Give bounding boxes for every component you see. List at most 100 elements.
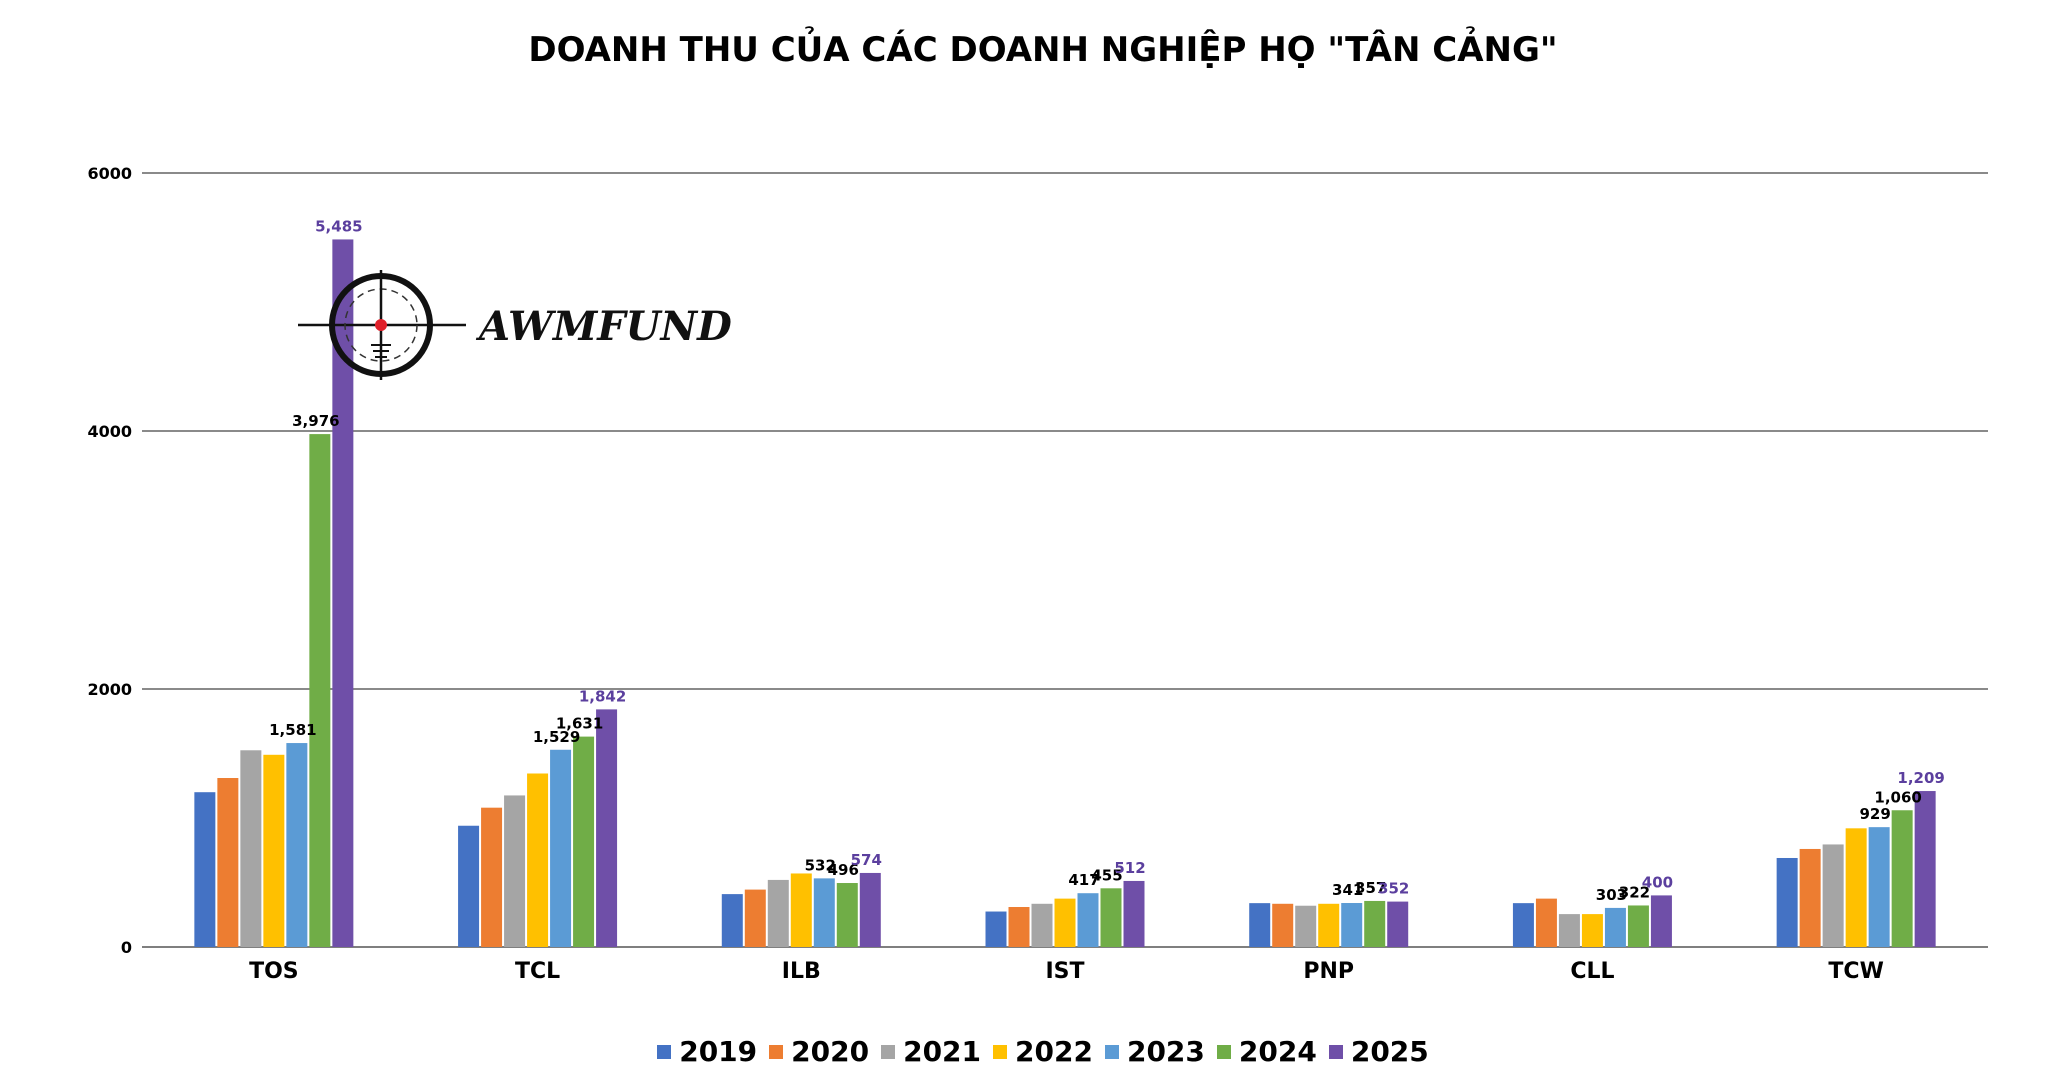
- bar-tos-2025: [332, 239, 354, 947]
- bar-tcw-2023: [1868, 827, 1890, 947]
- bar-cll-2023: [1604, 907, 1626, 947]
- data-label: 455: [1091, 866, 1122, 884]
- x-tick-label: TCW: [1828, 959, 1883, 984]
- data-label: 1,842: [579, 687, 626, 705]
- legend-label: 2021: [903, 1035, 982, 1068]
- bar-ist-2025: [1123, 880, 1145, 947]
- legend-item-2023: 2023: [1104, 1035, 1205, 1068]
- bar-cll-2022: [1581, 914, 1603, 947]
- bar-ilb-2021: [767, 879, 789, 947]
- bar-ilb-2023: [813, 878, 835, 947]
- data-label: 322: [1619, 883, 1650, 901]
- bar-tcw-2020: [1799, 848, 1821, 947]
- data-label: 417: [1068, 871, 1099, 889]
- bar-tcw-2021: [1822, 844, 1844, 947]
- legend-item-2025: 2025: [1328, 1035, 1429, 1068]
- watermark-text: AWMFUND: [475, 303, 732, 350]
- data-label: 352: [1378, 880, 1409, 898]
- data-label: 1,060: [1874, 788, 1921, 806]
- legend-label: 2020: [791, 1035, 870, 1068]
- data-label: 1,209: [1897, 769, 1944, 787]
- data-label: 532: [805, 856, 836, 874]
- crosshair-scope-icon: [298, 270, 466, 380]
- gridlines: [142, 172, 1988, 948]
- bar-tos-2021: [240, 750, 262, 947]
- bar-tcw-2025: [1914, 791, 1936, 947]
- axes: 0 2000 4000 6000 TOS TCL ILB IST PNP CLL TCW: [87, 164, 1883, 984]
- legend-item-2019: 2019: [657, 1035, 757, 1068]
- bar-ist-2019: [985, 911, 1007, 947]
- data-label: 357: [1355, 879, 1386, 897]
- legend-item-2022: 2022: [993, 1035, 1093, 1068]
- data-label: 3,976: [292, 412, 339, 430]
- bar-ist-2024: [1100, 888, 1122, 947]
- legend-swatch: [1216, 1044, 1231, 1059]
- y-tick-label: 2000: [87, 680, 132, 699]
- bar-tcl-2025: [596, 709, 618, 947]
- data-label: 303: [1596, 886, 1627, 904]
- legend-swatch: [1104, 1044, 1119, 1059]
- bar-tos-2020: [217, 778, 239, 947]
- bar-pnp-2019: [1249, 903, 1271, 947]
- data-label: 929: [1859, 805, 1890, 823]
- data-label: 1,631: [556, 715, 603, 733]
- data-label: 512: [1114, 859, 1145, 877]
- watermark-logo: AWMFUND: [298, 270, 732, 380]
- x-tick-label: ILB: [782, 959, 821, 984]
- legend-swatch: [769, 1044, 784, 1059]
- bar-tos-2024: [309, 434, 331, 947]
- bars: [194, 239, 1936, 947]
- legend-label: 2024: [1238, 1035, 1317, 1068]
- legend-swatch: [657, 1044, 672, 1059]
- bar-ist-2023: [1077, 893, 1099, 947]
- data-label: 496: [828, 861, 859, 879]
- data-label: 574: [851, 851, 882, 869]
- bar-tcw-2022: [1845, 828, 1867, 947]
- legend-label: 2019: [679, 1035, 758, 1068]
- bar-ist-2021: [1031, 903, 1053, 947]
- bar-tos-2019: [194, 792, 216, 947]
- bar-pnp-2020: [1272, 903, 1294, 947]
- bar-cll-2024: [1627, 905, 1649, 947]
- bar-cll-2019: [1512, 903, 1534, 947]
- bar-pnp-2022: [1318, 903, 1340, 947]
- bar-tcl-2021: [504, 795, 526, 947]
- bar-tcw-2024: [1891, 810, 1913, 947]
- legend-swatch: [881, 1044, 896, 1059]
- legend-label: 2022: [1015, 1035, 1093, 1068]
- x-tick-label: TOS: [249, 959, 299, 984]
- bar-ist-2022: [1054, 898, 1076, 947]
- y-tick-label: 4000: [87, 422, 132, 441]
- bar-ilb-2020: [744, 889, 766, 947]
- bar-ist-2020: [1008, 907, 1030, 947]
- bar-pnp-2021: [1295, 905, 1317, 947]
- data-label: 341: [1332, 881, 1363, 899]
- y-tick-label: 6000: [87, 164, 132, 183]
- bar-tcl-2022: [527, 773, 549, 947]
- bar-pnp-2023: [1341, 903, 1363, 947]
- bar-cll-2025: [1650, 895, 1672, 947]
- bar-ilb-2022: [790, 873, 812, 947]
- chart-title: DOANH THU CỦA CÁC DOANH NGHIỆP HỌ "TÂN C…: [528, 30, 1558, 70]
- bar-tcl-2020: [481, 807, 503, 947]
- bar-cll-2021: [1558, 914, 1580, 947]
- legend-swatch: [993, 1044, 1008, 1059]
- legend-label: 2023: [1126, 1035, 1205, 1068]
- data-label: 5,485: [315, 217, 362, 235]
- legend: 2019 2020 2021 2022 2023 2024 2025: [0, 1035, 2048, 1068]
- legend-swatch: [1328, 1044, 1343, 1059]
- legend-item-2020: 2020: [769, 1035, 869, 1068]
- legend-item-2021: 2021: [881, 1035, 981, 1068]
- bar-pnp-2025: [1387, 901, 1409, 947]
- data-label: 1,581: [269, 721, 316, 739]
- data-label: 400: [1642, 873, 1673, 891]
- bar-ilb-2019: [721, 894, 743, 947]
- y-tick-label: 0: [121, 938, 132, 957]
- bar-pnp-2024: [1364, 900, 1386, 947]
- legend-label: 2025: [1350, 1035, 1429, 1068]
- data-label: 1,529: [533, 728, 580, 746]
- bar-ilb-2025: [859, 872, 881, 947]
- x-tick-label: IST: [1045, 959, 1084, 984]
